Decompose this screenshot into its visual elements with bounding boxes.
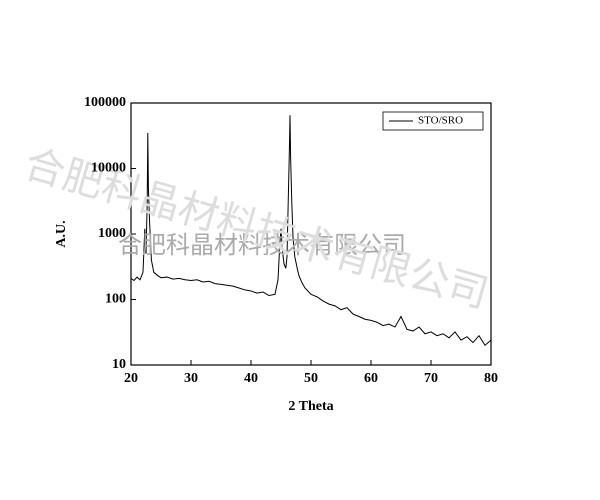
legend-label: STO/SRO	[418, 115, 463, 127]
x-axis-label: 2 Theta	[288, 399, 333, 414]
y-tick-label: 1000	[98, 226, 126, 241]
y-axis-label: A.U.	[54, 220, 69, 247]
y-tick-label: 10000	[91, 161, 126, 176]
x-tick-label: 20	[124, 371, 138, 386]
y-tick-label: 100	[105, 292, 126, 307]
data-line	[130, 115, 492, 347]
watermark: 合肥科晶材料技术有限公司	[118, 231, 406, 259]
x-tick-label: 60	[364, 371, 378, 386]
y-tick-label: 10	[112, 357, 126, 372]
x-tick-label: 70	[424, 371, 438, 386]
legend-box	[382, 111, 484, 131]
plot	[130, 115, 492, 347]
x-tick-label: 40	[244, 371, 258, 386]
x-tick-label: 50	[304, 371, 318, 386]
y-tick-label: 100000	[84, 95, 126, 110]
x-tick-label: 80	[484, 371, 498, 386]
x-tick-label: 30	[184, 371, 198, 386]
